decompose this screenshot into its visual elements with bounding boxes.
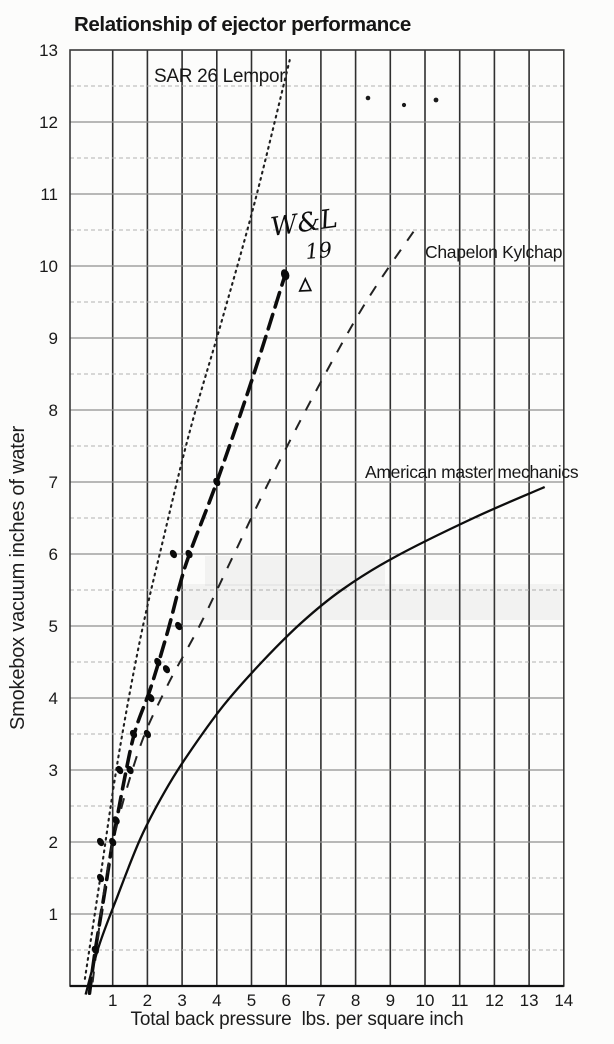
data-point bbox=[154, 657, 162, 667]
handwritten-annotation-19: 19 bbox=[304, 238, 333, 264]
x-tick-label-7: 7 bbox=[316, 991, 325, 1010]
x-axis-title: Total back pressure lbs. per square inch bbox=[131, 1009, 464, 1030]
grid-layer bbox=[69, 49, 565, 988]
y-tick-label-8: 8 bbox=[49, 401, 58, 420]
data-point bbox=[116, 765, 124, 775]
chart-title: Relationship of ejector performance bbox=[74, 13, 411, 36]
data-points-layer bbox=[91, 269, 313, 955]
y-tick-label-10: 10 bbox=[39, 257, 58, 276]
data-point bbox=[109, 837, 117, 847]
x-tick-label-8: 8 bbox=[351, 991, 360, 1010]
scan-ink-blob bbox=[433, 97, 439, 103]
series-path-w-l-19-hand-annotated-test-line bbox=[87, 275, 287, 995]
data-point bbox=[112, 816, 120, 825]
x-tick-label-11: 11 bbox=[451, 991, 469, 1010]
y-axis-title: Smokebox vacuum inches of water bbox=[7, 425, 29, 729]
data-point bbox=[147, 693, 155, 703]
data-point bbox=[213, 477, 221, 487]
x-tick-label-12: 12 bbox=[485, 991, 504, 1010]
y-tick-label-2: 2 bbox=[49, 833, 58, 852]
series-layer bbox=[83, 59, 546, 995]
series-label-chapelon-kylchap: Chapelon Kylchap bbox=[425, 242, 562, 262]
data-point bbox=[175, 621, 183, 631]
x-tick-label-5: 5 bbox=[247, 991, 256, 1010]
series-path-american-master-mechanics bbox=[84, 485, 546, 995]
x-tick-label-13: 13 bbox=[520, 991, 539, 1010]
y-tick-label-11: 11 bbox=[40, 185, 58, 204]
data-point bbox=[162, 665, 171, 674]
data-point bbox=[96, 837, 105, 847]
triangle-marker bbox=[298, 276, 313, 292]
series-path-sar-26-lempor bbox=[83, 59, 291, 980]
x-tick-label-6: 6 bbox=[281, 991, 290, 1010]
y-tick-label-4: 4 bbox=[49, 689, 58, 708]
data-point bbox=[96, 873, 105, 883]
y-tick-label-13: 13 bbox=[39, 41, 58, 60]
data-point bbox=[126, 765, 134, 775]
series-path-chapelon-kylchap bbox=[91, 229, 416, 983]
scan-smudge-band bbox=[182, 584, 564, 620]
y-tick-label-12: 12 bbox=[39, 113, 58, 132]
data-point bbox=[91, 945, 99, 955]
data-point bbox=[129, 729, 138, 739]
y-tick-label-5: 5 bbox=[49, 617, 58, 636]
data-point bbox=[143, 729, 151, 739]
x-tick-label-14: 14 bbox=[554, 991, 573, 1010]
x-tick-label-10: 10 bbox=[416, 991, 435, 1010]
x-tick-label-3: 3 bbox=[177, 991, 186, 1010]
y-tick-label-7: 7 bbox=[49, 473, 58, 492]
series-end-point bbox=[280, 269, 290, 281]
y-tick-label-9: 9 bbox=[49, 329, 58, 348]
scan-ink-blob bbox=[401, 102, 407, 108]
series-label-american-master-mechanics: American master mechanics bbox=[365, 462, 579, 482]
y-tick-label-3: 3 bbox=[49, 761, 58, 780]
scan-artifact-layer bbox=[182, 95, 564, 620]
data-point bbox=[185, 549, 193, 559]
x-tick-label-9: 9 bbox=[386, 991, 395, 1010]
y-tick-label-1: 1 bbox=[49, 905, 58, 924]
y-tick-label-6: 6 bbox=[49, 545, 58, 564]
x-tick-label-4: 4 bbox=[212, 991, 221, 1010]
series-label-sar-26-lempor: SAR 26 Lempor bbox=[154, 66, 286, 87]
x-tick-label-1: 1 bbox=[108, 991, 117, 1010]
x-tick-label-2: 2 bbox=[143, 991, 152, 1010]
scan-ink-blob bbox=[365, 95, 371, 101]
data-point bbox=[169, 549, 178, 559]
